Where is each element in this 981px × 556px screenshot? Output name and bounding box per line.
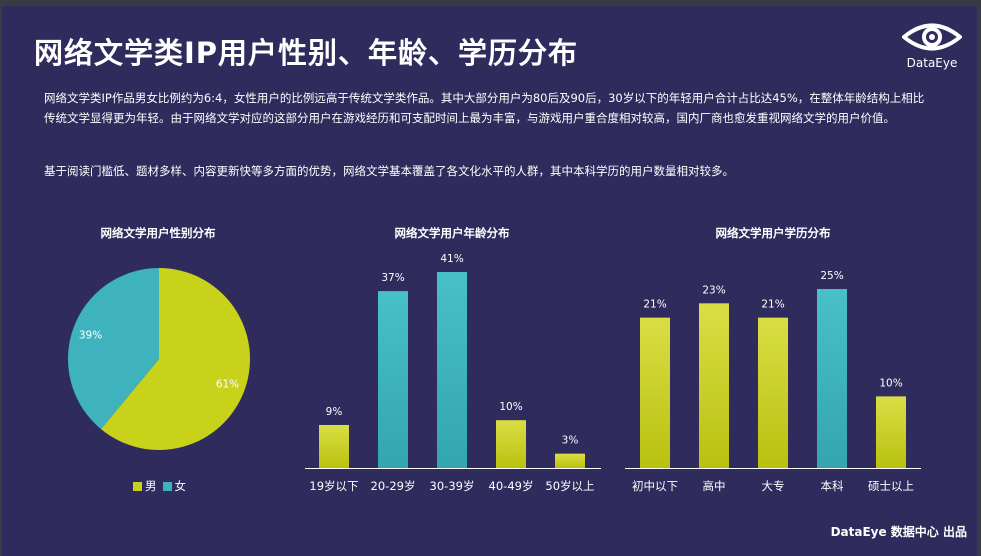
- age-bar-1: [378, 291, 408, 468]
- legend-item-female: 女: [162, 478, 187, 494]
- education-tick-label-0: 初中以下: [632, 479, 678, 493]
- education-tick-label-3: 本科: [821, 479, 844, 493]
- pie-data-label-female: 39%: [79, 329, 102, 341]
- window-frame-top: [0, 0, 981, 6]
- age-tick-label-3: 40-49岁: [489, 479, 534, 493]
- age-data-label-4: 3%: [562, 435, 579, 447]
- education-tick-label-4: 硕士以上: [868, 479, 914, 493]
- age-chart-title: 网络文学用户年龄分布: [394, 226, 510, 240]
- age-bar-2: [437, 272, 467, 468]
- page-title: 网络文学类IP用户性别、年龄、学历分布: [34, 36, 579, 70]
- window-frame-left: [0, 0, 2, 556]
- pie-slice-male: [100, 268, 250, 451]
- education-data-label-2: 21%: [761, 299, 784, 311]
- education-data-label-4: 10%: [879, 377, 902, 389]
- gender-chart-title: 网络文学用户性别分布: [100, 226, 216, 240]
- gender-legend: 男 女: [133, 478, 186, 494]
- age-data-label-0: 9%: [326, 406, 343, 418]
- legend-swatch-female: [162, 481, 172, 491]
- description-paragraph-1: 网络文学类IP作品男女比例约为6:4，女性用户的比例远高于传统文学类作品。其中大…: [44, 91, 925, 125]
- education-bar-1: [699, 303, 729, 468]
- brand-logo: DataEye: [900, 20, 964, 70]
- brand-logo-text: DataEye: [906, 56, 958, 70]
- age-bar-3: [496, 420, 526, 468]
- age-bar-0: [319, 424, 349, 468]
- pie-data-label-male: 61%: [216, 379, 239, 391]
- age-bar-4: [555, 453, 585, 468]
- footer-credit: DataEye 数据中心 出品: [830, 525, 967, 539]
- education-data-label-3: 25%: [820, 270, 843, 282]
- age-tick-label-2: 30-39岁: [430, 479, 475, 493]
- education-tick-label-1: 高中: [703, 479, 726, 493]
- education-bar-2: [758, 317, 788, 468]
- description-paragraph-2: 基于阅读门槛低、题材多样、内容更新快等多方面的优势，网络文学基本覆盖了各文化水平…: [44, 164, 734, 178]
- education-bar-4: [876, 396, 906, 468]
- age-tick-label-0: 19岁以下: [309, 479, 358, 493]
- pie-slice-female: [67, 268, 159, 430]
- age-data-label-1: 37%: [381, 272, 404, 284]
- education-data-label-0: 21%: [643, 299, 666, 311]
- legend-label-male: 男: [145, 479, 157, 493]
- education-data-label-1: 23%: [702, 284, 725, 296]
- education-tick-label-2: 大专: [762, 479, 785, 493]
- age-data-label-3: 10%: [499, 401, 522, 413]
- education-chart-title: 网络文学用户学历分布: [715, 226, 831, 240]
- age-tick-label-4: 50岁以上: [545, 479, 594, 493]
- education-bar-0: [640, 317, 670, 468]
- age-tick-label-1: 20-29岁: [371, 479, 416, 493]
- window-frame-right: [977, 0, 981, 556]
- age-data-label-2: 41%: [440, 253, 463, 265]
- legend-item-male: 男: [133, 478, 157, 494]
- education-bar-3: [817, 289, 847, 468]
- legend-swatch-male: [133, 481, 142, 491]
- legend-label-female: 女: [174, 479, 187, 493]
- eye-logo-icon: [902, 23, 962, 51]
